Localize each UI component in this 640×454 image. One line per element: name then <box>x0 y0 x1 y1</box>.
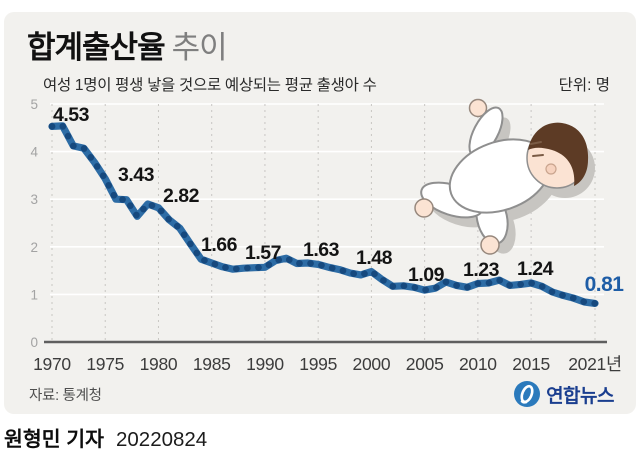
svg-text:2015: 2015 <box>512 354 550 374</box>
x-axis-ticks: 1970 1975 1980 1985 1990 1995 2000 2005 2010 2015… <box>33 354 622 374</box>
svg-text:2005: 2005 <box>406 354 444 374</box>
svg-text:4.53: 4.53 <box>53 104 90 126</box>
svg-text:0: 0 <box>30 335 38 350</box>
svg-text:1.48: 1.48 <box>356 247 393 269</box>
byline-reporter: 원형민 기자 <box>4 428 104 451</box>
svg-text:1990: 1990 <box>246 354 284 374</box>
svg-text:1980: 1980 <box>140 354 178 374</box>
baby-illustration <box>414 98 595 255</box>
svg-text:5: 5 <box>30 97 38 112</box>
svg-text:0.81: 0.81 <box>585 273 625 296</box>
svg-text:1975: 1975 <box>86 354 124 374</box>
svg-text:1: 1 <box>30 287 38 302</box>
svg-text:1.09: 1.09 <box>408 264 445 286</box>
svg-text:2: 2 <box>30 240 38 255</box>
yonhap-logo: 연합뉴스 <box>513 380 614 408</box>
svg-text:1995: 1995 <box>299 354 337 374</box>
svg-text:2.82: 2.82 <box>163 185 200 207</box>
source-label: 자료: 통계청 <box>29 388 102 404</box>
data-labels: 4.53 3.43 2.82 1.66 1.57 1.63 1.48 1.09 1.23 1.24… <box>53 104 625 296</box>
page-title: 합계출산율 추이 <box>27 22 228 67</box>
y-axis-ticks: 0 1 2 3 4 5 <box>30 97 38 350</box>
chart-subtitle: 여성 1명이 평생 낳을 것으로 예상되는 평균 출생아 수 <box>43 77 377 94</box>
svg-text:2021년: 2021년 <box>568 354 622 374</box>
svg-text:1.63: 1.63 <box>303 239 340 261</box>
unit-label: 단위: 명 <box>558 77 610 94</box>
svg-text:1.23: 1.23 <box>463 259 500 281</box>
yonhap-logo-icon <box>514 381 541 407</box>
svg-text:1.66: 1.66 <box>201 234 238 256</box>
svg-text:2000: 2000 <box>353 354 391 374</box>
svg-text:1.57: 1.57 <box>245 242 281 264</box>
svg-text:1985: 1985 <box>193 354 231 374</box>
svg-text:3.43: 3.43 <box>118 164 155 186</box>
yonhap-logo-text: 연합뉴스 <box>546 385 614 407</box>
chart-gridlines <box>50 103 604 342</box>
baby-body <box>414 98 589 255</box>
svg-text:3: 3 <box>30 192 38 207</box>
title-sub: 추이 <box>171 30 228 65</box>
fertility-line <box>48 122 599 307</box>
svg-text:1.24: 1.24 <box>517 258 554 280</box>
title-main: 합계출산율 <box>27 30 166 65</box>
svg-text:1970: 1970 <box>33 354 71 374</box>
svg-text:2010: 2010 <box>459 354 497 374</box>
svg-text:4: 4 <box>30 145 38 160</box>
byline: 원형민 기자 20220824 <box>4 422 207 452</box>
byline-date: 20220824 <box>116 428 208 451</box>
